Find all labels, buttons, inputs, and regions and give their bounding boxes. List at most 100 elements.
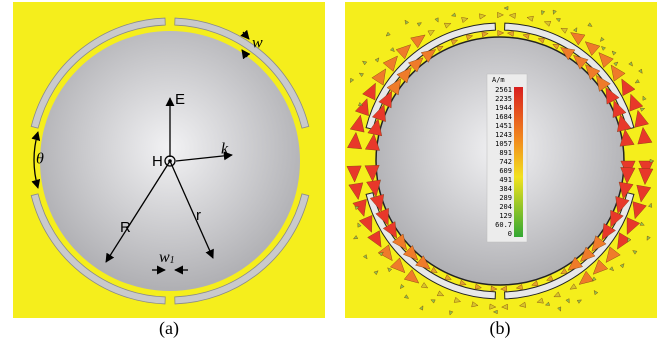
current-arrow — [357, 222, 362, 228]
current-arrow — [389, 257, 406, 274]
current-arrow — [610, 209, 624, 228]
ring-segment — [30, 17, 166, 129]
current-arrow — [479, 13, 487, 20]
current-arrow — [382, 221, 397, 239]
current-arrow — [593, 290, 599, 296]
label-w1-sub: 1 — [170, 255, 175, 266]
current-arrow — [436, 45, 444, 52]
current-arrow — [399, 284, 405, 290]
legend-tick-label: 609 — [499, 167, 512, 175]
current-arrow — [419, 305, 424, 311]
current-arrow — [371, 104, 386, 122]
current-arrow — [465, 34, 474, 41]
current-arrow — [427, 30, 435, 37]
current-arrow — [378, 251, 384, 257]
current-arrow — [350, 77, 355, 83]
current-arrow — [347, 131, 363, 150]
current-arrow — [508, 12, 516, 19]
current-arrow — [492, 309, 498, 315]
current-arrow — [605, 246, 621, 263]
current-arrow — [367, 118, 383, 137]
current-arrow — [626, 217, 641, 235]
current-arrow — [403, 269, 420, 284]
k-arrow — [175, 151, 233, 162]
current-arrow — [567, 256, 583, 271]
current-arrow — [500, 285, 508, 292]
ring-segment — [365, 192, 496, 300]
current-arrow — [490, 285, 498, 292]
current-arrow — [450, 12, 457, 17]
current-arrow — [371, 68, 387, 86]
legend-tick-label: 1243 — [495, 131, 512, 139]
ring-segment — [365, 22, 496, 130]
current-arrow — [610, 64, 626, 82]
current-arrow — [605, 86, 620, 105]
ring-segment — [30, 193, 166, 305]
legend-tick-label: 1057 — [495, 140, 512, 148]
legend-tick-label: 1451 — [495, 122, 512, 130]
current-arrow — [474, 283, 482, 290]
current-arrow — [386, 78, 402, 96]
ring-segment — [174, 193, 310, 305]
current-arrow — [497, 12, 504, 19]
current-arrow — [497, 30, 505, 37]
h-symbol — [164, 155, 176, 167]
current-arrow — [536, 297, 544, 304]
current-arrow — [346, 165, 362, 183]
current-arrow — [358, 102, 364, 106]
caption-b: (b) — [490, 318, 511, 339]
current-arrow — [585, 64, 601, 81]
current-arrow — [506, 30, 514, 37]
current-arrow — [618, 181, 634, 200]
current-arrow — [609, 266, 615, 272]
current-arrow — [515, 284, 523, 290]
current-arrow — [569, 283, 577, 290]
current-arrow — [382, 55, 398, 72]
current-arrow — [403, 294, 410, 299]
current-arrow — [408, 57, 424, 73]
current-arrow — [353, 235, 359, 240]
current-arrow — [599, 36, 605, 42]
caption-a: (a) — [159, 318, 179, 339]
theta-arrow — [31, 131, 41, 189]
h-dot — [168, 159, 172, 163]
label-w1: w1 — [159, 249, 175, 267]
legend-tick-label: 289 — [499, 194, 512, 202]
current-arrow — [377, 244, 393, 262]
label-k: k — [221, 141, 229, 158]
current-arrow — [587, 22, 593, 27]
current-arrows — [346, 6, 655, 316]
current-arrow — [544, 301, 551, 306]
legend-ticks: 2561223519441684145112431057891742609491… — [495, 86, 512, 238]
current-arrow — [611, 50, 617, 56]
current-arrow — [444, 274, 452, 280]
current-arrow — [552, 9, 557, 15]
current-arrow — [617, 114, 632, 133]
current-arrow — [430, 299, 436, 304]
current-arrow — [637, 126, 653, 145]
split-ring-b — [365, 22, 635, 300]
r-outer-line — [105, 160, 171, 263]
current-arrow — [503, 6, 509, 11]
current-arrow — [387, 267, 393, 273]
current-arrow — [430, 266, 438, 273]
current-arrow — [358, 215, 373, 233]
current-arrow — [395, 44, 412, 60]
current-arrow — [434, 17, 439, 23]
current-arrow — [443, 22, 452, 29]
current-arrow — [584, 41, 601, 56]
current-arrow — [389, 47, 395, 53]
current-arrow — [646, 235, 651, 241]
current-arrow — [560, 27, 568, 34]
current-arrow — [526, 15, 534, 22]
current-arrow — [632, 250, 638, 255]
current-arrow — [619, 263, 625, 269]
current-arrow — [580, 246, 596, 262]
current-arrow — [619, 129, 635, 147]
legend-colorbar — [514, 87, 523, 237]
current-arrow — [362, 60, 368, 66]
label-r-inner: r — [196, 207, 201, 224]
legend-tick-label: 1684 — [495, 113, 512, 121]
current-arrow — [576, 299, 582, 304]
